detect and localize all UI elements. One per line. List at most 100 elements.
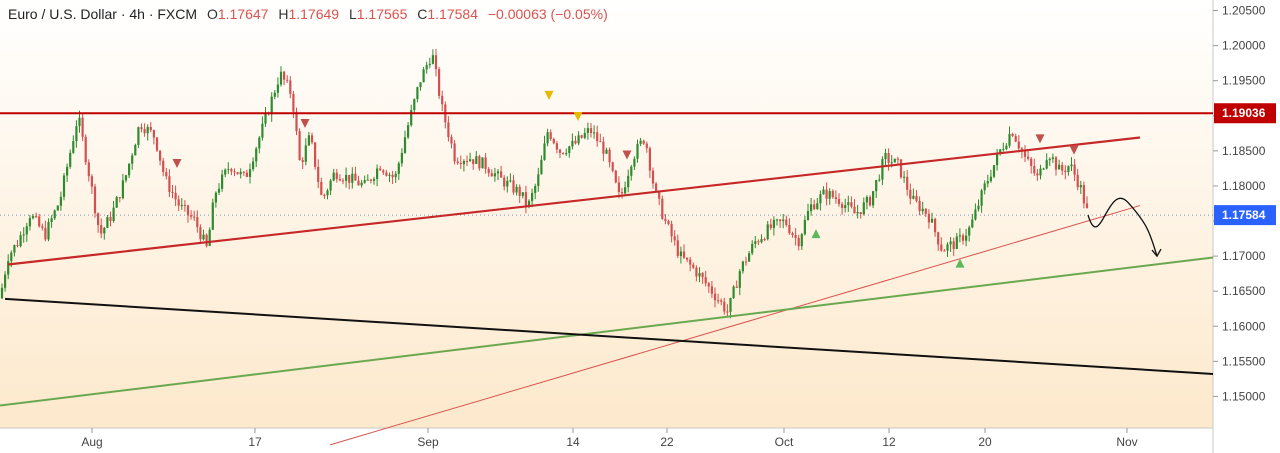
candle-body (149, 126, 152, 131)
candle-body (345, 174, 348, 181)
candle-body (338, 179, 341, 181)
candle-body (16, 245, 19, 247)
candle-body (636, 143, 639, 159)
candle-body (155, 137, 159, 151)
symbol-title[interactable]: Euro / U.S. Dollar · 4h · FXCM (8, 6, 198, 22)
candle-body (227, 169, 230, 171)
candle-body (22, 234, 25, 236)
close-label: C (417, 6, 428, 22)
candle-body (924, 208, 927, 214)
candle-body (868, 197, 872, 206)
candle-body (348, 174, 351, 183)
y-tick-label: 1.18000 (1222, 179, 1266, 193)
candle-body (258, 137, 261, 149)
candle-body (400, 152, 403, 164)
candle-body (304, 145, 307, 162)
candle-body (800, 234, 803, 247)
candle-body (949, 241, 952, 245)
candle-body (937, 232, 940, 245)
candle-body (512, 180, 515, 193)
candle-body (1076, 174, 1079, 188)
x-tick-label: Sep (417, 435, 439, 449)
candle-body (580, 135, 583, 138)
candle-body (372, 178, 376, 181)
candle-body (633, 158, 636, 167)
candle-body (593, 132, 596, 134)
candle-body (819, 194, 822, 204)
candle-body (903, 176, 906, 178)
candle-body (862, 202, 865, 215)
y-tick-label: 1.15000 (1222, 389, 1266, 403)
candle-body (242, 171, 245, 173)
candle-body (518, 186, 521, 196)
sell-marker (622, 150, 632, 160)
resistance-price-tag (1214, 103, 1276, 124)
candle-body (35, 216, 38, 218)
candle-body (478, 156, 481, 169)
candle-body (704, 277, 707, 284)
candle-body (844, 205, 847, 209)
candle-body (583, 132, 586, 138)
candle-body (118, 197, 121, 199)
candle-body (193, 216, 196, 218)
candle-body (146, 126, 149, 134)
candle-body (323, 194, 326, 196)
candle-body (639, 140, 642, 144)
candle-body (521, 192, 524, 196)
sell-marker (1069, 145, 1079, 155)
candle-body (813, 204, 816, 210)
open-label: O (206, 6, 218, 22)
candle-body (775, 219, 779, 221)
candle-body (196, 217, 199, 228)
candle-body (152, 130, 155, 138)
candle-body (899, 159, 903, 178)
candle-body (1017, 141, 1020, 149)
candle-body (25, 226, 28, 235)
candle-body (214, 192, 217, 203)
candle-body (930, 218, 934, 223)
candle-body (651, 170, 655, 184)
candle-body (602, 141, 605, 154)
candle-body (1079, 185, 1082, 188)
candle-body (1082, 185, 1085, 204)
x-tick-label: 17 (248, 435, 262, 449)
candle-body (599, 141, 602, 143)
resistance-price-text: 1.19036 (1222, 106, 1266, 120)
candle-body (630, 166, 633, 176)
candle-body (462, 161, 465, 165)
x-tick-label: 14 (566, 435, 580, 449)
candle-body (1051, 157, 1054, 159)
candle-body (171, 191, 174, 193)
candle-body (912, 195, 915, 199)
candle-body (19, 235, 22, 247)
candle-body (134, 144, 137, 156)
candle-body (946, 244, 949, 251)
last-price-text: 1.17584 (1222, 208, 1266, 222)
candle-body (307, 135, 310, 146)
candle-body (661, 198, 664, 219)
candle-body (335, 172, 338, 180)
candle-body (797, 238, 800, 247)
candle-body (605, 149, 608, 154)
candle-body (69, 152, 72, 167)
candle-body (527, 200, 531, 206)
y-tick-label: 1.20000 (1222, 39, 1266, 53)
candle-body (875, 180, 878, 192)
time-axis[interactable]: Aug 17 Sep 14 22 Oct 12 20 Nov (81, 428, 1138, 449)
candle-body (233, 171, 236, 173)
candle-body (658, 191, 661, 199)
candle-body (810, 204, 813, 212)
candle-body (686, 257, 689, 260)
candle-body (279, 71, 283, 85)
symbol-legend[interactable]: Euro / U.S. Dollar · 4h · FXCM O1.17647 … (8, 6, 608, 22)
candle-body (992, 165, 996, 177)
candle-body (103, 227, 106, 234)
candle-body (410, 110, 413, 126)
candle-body (1054, 157, 1058, 170)
candle-body (28, 218, 31, 227)
candle-body (301, 159, 304, 162)
candle-body (202, 234, 205, 240)
candle-body (989, 176, 992, 182)
